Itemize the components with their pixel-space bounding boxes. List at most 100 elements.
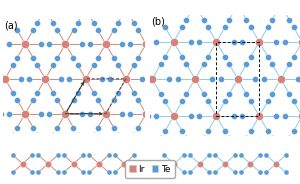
Point (116, 133, 120, 136)
Point (116, 22, 120, 24)
Point (95, 56, 100, 59)
Point (55, 98, 60, 101)
Point (188, 154, 192, 157)
Legend: Ir, Te: Ir, Te (125, 160, 175, 178)
Point (133, 78, 137, 81)
Point (106, 171, 111, 174)
Point (95, 29, 100, 31)
Point (51, 63, 56, 66)
Point (188, 171, 192, 174)
Point (218, 152, 223, 155)
Point (197, 162, 202, 165)
Point (287, 18, 292, 21)
Point (201, 63, 206, 66)
Point (7, 43, 11, 45)
Point (11, 133, 16, 136)
Point (248, 130, 253, 132)
Point (136, 29, 140, 31)
Point (87, 154, 92, 157)
Point (213, 154, 218, 157)
Point (261, 78, 266, 81)
Point (206, 130, 210, 132)
Point (31, 98, 36, 101)
Point (111, 126, 116, 129)
Point (95, 126, 100, 129)
Point (35, 22, 40, 24)
Point (35, 91, 40, 94)
Point (167, 78, 172, 81)
Point (91, 133, 96, 136)
Point (55, 126, 60, 129)
Point (136, 126, 140, 129)
Point (15, 56, 20, 59)
Point (248, 55, 253, 58)
Point (180, 100, 184, 103)
Point (231, 115, 236, 118)
Point (258, 154, 262, 157)
Point (201, 92, 206, 95)
Point (270, 18, 274, 21)
Point (270, 63, 274, 66)
Point (67, 8, 72, 10)
Point (244, 63, 249, 66)
Point (39, 112, 44, 115)
Point (119, 43, 124, 45)
Point (296, 78, 300, 81)
Point (218, 78, 223, 81)
Point (11, 63, 16, 66)
Point (266, 55, 270, 58)
Point (240, 115, 244, 118)
Point (227, 137, 232, 140)
Point (15, 29, 20, 31)
Point (124, 77, 128, 80)
Point (274, 115, 279, 118)
Point (35, 133, 40, 136)
Point (291, 55, 296, 58)
Point (146, 115, 150, 118)
Point (140, 147, 144, 150)
Point (152, 29, 157, 31)
Point (264, 154, 269, 157)
Point (141, 92, 146, 95)
Point (136, 56, 140, 59)
Point (79, 112, 84, 115)
Point (15, 126, 20, 129)
Text: (a): (a) (4, 20, 18, 30)
Point (11, 91, 16, 94)
Point (23, 43, 28, 45)
Point (132, 171, 136, 174)
Point (75, 91, 80, 94)
Point (106, 154, 111, 157)
Point (223, 26, 227, 29)
Point (79, 43, 84, 45)
Point (278, 78, 283, 81)
Point (141, 137, 146, 140)
Point (291, 130, 296, 132)
Point (181, 154, 186, 157)
Point (223, 130, 227, 132)
Point (206, 100, 210, 103)
Point (67, 147, 72, 150)
Point (137, 100, 142, 103)
Point (11, 154, 15, 157)
Point (206, 26, 210, 29)
Point (248, 162, 253, 165)
Point (163, 130, 167, 132)
Point (119, 112, 124, 115)
Point (91, 63, 96, 66)
Point (55, 154, 60, 157)
Point (59, 77, 64, 80)
Point (218, 3, 223, 6)
Point (46, 162, 50, 165)
Point (266, 100, 270, 103)
Point (248, 100, 253, 103)
Point (91, 91, 96, 94)
Point (133, 152, 137, 155)
Point (162, 154, 167, 157)
Point (181, 171, 186, 174)
Point (266, 130, 270, 132)
Point (238, 154, 243, 157)
Point (180, 26, 184, 29)
Point (27, 77, 32, 80)
Point (274, 162, 278, 165)
